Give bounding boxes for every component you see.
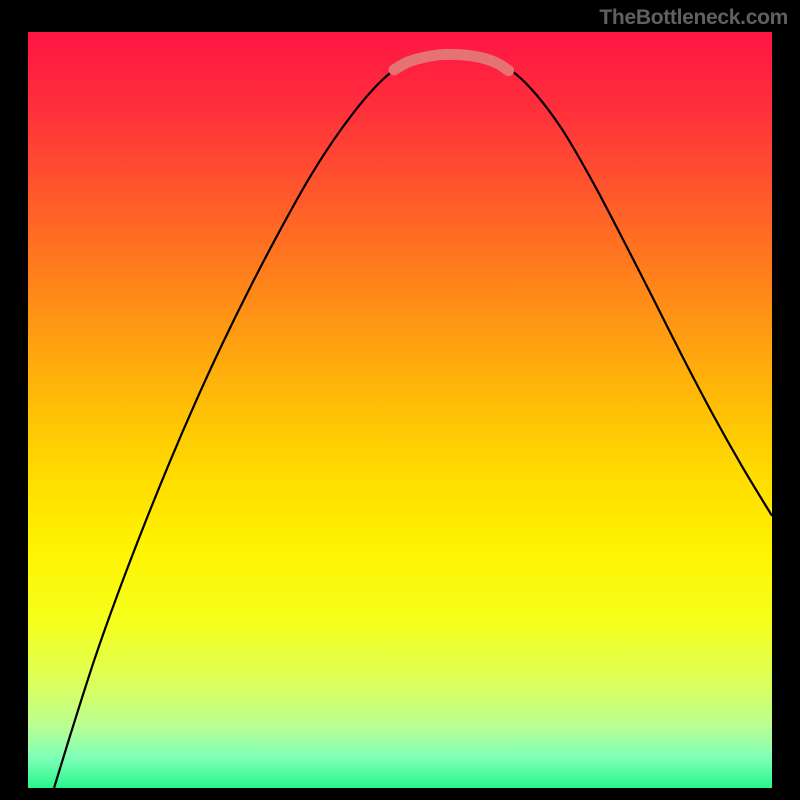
brand-label: TheBottleneck.com: [599, 6, 788, 30]
chart-frame: TheBottleneck.com: [0, 0, 800, 800]
chart-background: [28, 32, 772, 788]
plot-area: [28, 32, 772, 788]
chart-svg: [28, 32, 772, 788]
